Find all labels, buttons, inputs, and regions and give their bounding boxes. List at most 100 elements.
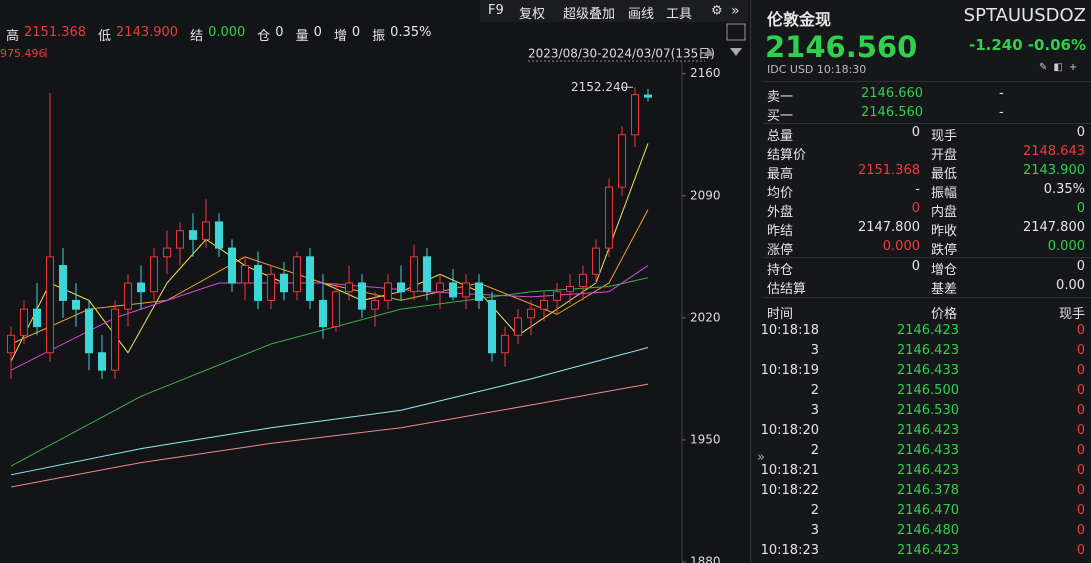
candle-body [462,282,470,298]
dropdown-icon[interactable] [704,48,714,56]
stat-value: 0.00 [1056,278,1085,293]
info-value: 2143.900 [116,25,179,40]
stat-value: - [915,182,920,197]
stat-value: 0 [1076,125,1085,140]
candle-body [527,308,535,319]
candle-body [176,230,184,249]
y-tick-label: 2020 [690,310,721,324]
tick-vol: 0 [1076,503,1085,518]
candle-body [449,282,457,298]
tick-price: 2146.470 [896,503,959,518]
candle-body [137,282,145,293]
tick-time: 2 [810,503,819,518]
ma-line [10,347,649,476]
candle-body [163,247,171,258]
tick-price: 2146.480 [896,523,959,538]
prev-extreme: 975.496 [0,47,46,60]
candle-body [124,282,132,310]
change: -1.240 [969,36,1023,54]
collapse-arrow[interactable]: » [757,450,765,465]
stat-label: 振幅 [931,186,958,201]
candle-body [306,256,314,301]
candle-body [7,334,15,354]
candle-body [72,299,80,310]
tick-price: 2146.433 [896,443,959,458]
info-label: 低 [98,29,112,44]
info-value: 0.35% [390,25,432,40]
stat-label: 总量 [767,129,794,144]
stat-label: 涨停 [767,243,794,258]
stat-value: 2148.643 [1022,144,1085,159]
chart: 2023/08/30-2024/03/07(135日) 975.496 ⚙ » … [0,3,746,563]
candle-body [20,308,28,336]
tick-vol: 0 [1076,483,1085,498]
tick-vol: 0 [1076,543,1085,558]
book-price: 2146.560 [861,105,924,120]
info-value: 0 [275,25,284,40]
tick-price: 2146.423 [896,323,959,338]
stat-value: 0.000 [1047,239,1085,254]
tick-vol: 0 [1076,343,1085,358]
candle-body [202,221,210,240]
candle-body [85,308,93,354]
tick-price: 2146.433 [896,363,959,378]
toolbar-button[interactable]: 超级叠加 [563,7,616,22]
candle-body [189,230,197,240]
toolbar-button[interactable]: 画线 [628,7,655,22]
toolbar-button[interactable]: 工具 [666,7,693,22]
separator [763,297,1091,298]
candle-body [579,273,587,287]
candle-body [254,265,262,301]
toolbar-button[interactable]: F9 [488,3,504,18]
candle-body [215,221,223,249]
ma-line [10,383,649,488]
instrument-name: 伦敦金现 [767,10,832,29]
tick-price: 2146.423 [896,343,959,358]
change-pct: -0.06% [1027,36,1086,54]
tick-vol: 0 [1076,463,1085,478]
panel-buttons[interactable]: ✎◧+ [1039,62,1084,73]
ma-line [10,277,649,467]
stat-value: 2151.368 [857,163,920,178]
expand-icon[interactable]: » [731,3,740,19]
collapse-icon[interactable] [730,48,742,56]
tick-vol: 0 [1076,383,1085,398]
book-label: 卖一 [767,90,794,105]
stat-label: 外盘 [767,205,794,220]
stat-value: 0 [911,125,920,140]
candle-body [501,334,509,354]
tick-price: 2146.378 [896,483,959,498]
info-value: 0 [313,25,322,40]
stat-value: 0 [911,201,920,216]
candle-body [605,186,613,249]
info-label: 结 [190,29,204,44]
tick-time: 10:18:23 [760,543,819,558]
stat-label: 最高 [767,167,794,182]
tick-header: 价格 [931,307,958,322]
toolbar-button[interactable]: 复权 [519,7,546,22]
info-label: 振 [372,29,386,44]
candle-body [46,256,54,354]
book-label: 买一 [767,109,794,124]
stat-value: 0 [911,259,920,274]
tick-header: 时间 [767,307,794,322]
tick-price: 2146.423 [896,543,959,558]
separator [763,257,1091,258]
tick-time: 10:18:20 [760,423,819,438]
candle-body [358,282,366,310]
settings-icon[interactable]: ⚙ [711,4,723,19]
stat-value: 2147.800 [857,220,920,235]
stat-value: 0.35% [1043,182,1085,197]
candle-body [280,273,288,293]
date-range: 2023/08/30-2024/03/07(135日) [528,47,715,61]
info-value: 2151.368 [24,25,87,40]
candle-body [228,247,236,284]
stat-label: 昨结 [767,224,794,239]
y-tick-label: 1950 [690,432,721,446]
tick-time: 3 [810,523,819,538]
wp-icon[interactable] [726,23,746,41]
stat-label: 增仓 [931,263,958,278]
stat-value: 2143.900 [1022,163,1085,178]
tick-vol: 0 [1076,443,1085,458]
